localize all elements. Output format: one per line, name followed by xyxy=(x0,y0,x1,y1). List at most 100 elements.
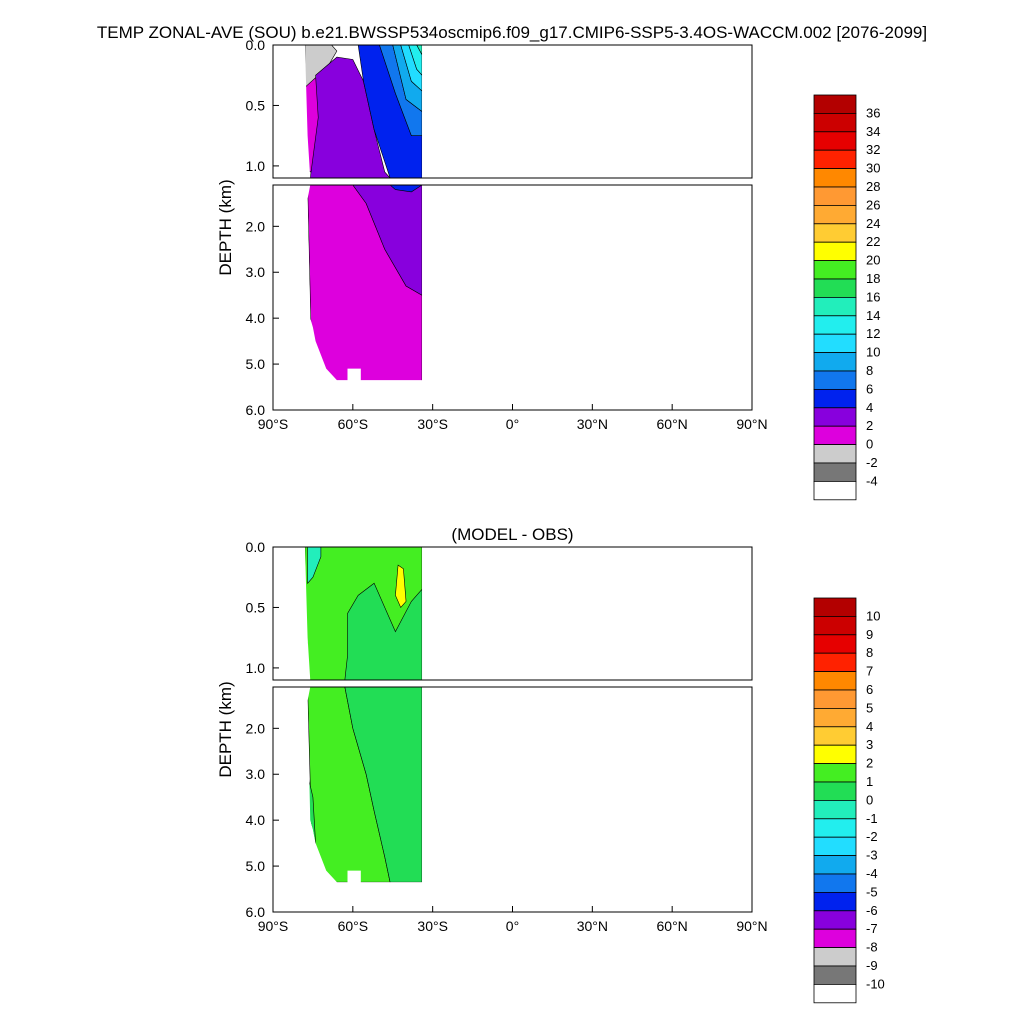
colorbar-swatch xyxy=(813,671,857,691)
colorbar-label: 14 xyxy=(866,308,880,323)
colorbar-label: 0 xyxy=(866,437,873,452)
contour-region-deep-purple xyxy=(307,185,423,296)
colorbar-label: 8 xyxy=(866,645,873,660)
colorbar-label: 26 xyxy=(866,197,880,212)
contour-region-cyan-top xyxy=(307,547,322,585)
colorbar-label: 32 xyxy=(866,142,880,157)
colorbar-label: -1 xyxy=(866,811,878,826)
colorbar-swatch xyxy=(813,984,857,1004)
colorbar-swatch xyxy=(813,113,857,133)
colorbar-label: 30 xyxy=(866,161,880,176)
colorbar-swatch xyxy=(813,928,857,949)
colorbar-swatch xyxy=(813,333,857,354)
colorbar-swatch xyxy=(813,407,857,427)
colorbar-swatch xyxy=(813,444,857,464)
y-tick-label: 5.0 xyxy=(246,858,266,874)
colorbar-swatch xyxy=(813,296,857,317)
colorbar-label: -10 xyxy=(866,976,885,991)
panel-model-minus-obs: 90°S 60°S 30°S 0° 30°N 60°N 90°N 0.0 0.5 1.0 2.0 3.… xyxy=(216,525,885,1004)
contour-region-deep-green xyxy=(344,687,423,883)
colorbar-label: 6 xyxy=(866,381,873,396)
colorbar-swatch xyxy=(813,204,857,225)
colorbar-label: 0 xyxy=(866,792,873,807)
colorbar-swatch xyxy=(813,947,857,967)
colorbar-label: 2 xyxy=(866,756,873,771)
y-axis-label: DEPTH (km) xyxy=(216,681,235,777)
colorbar-label: -6 xyxy=(866,903,878,918)
y-tick-label: 1.0 xyxy=(246,158,266,174)
colorbar-label: 7 xyxy=(866,664,873,679)
colorbar-swatch xyxy=(813,94,857,114)
contour-region-orange-edge xyxy=(304,631,308,662)
y-tick-label: 4.0 xyxy=(246,812,266,828)
colorbar-swatch xyxy=(813,910,857,930)
y-tick-label: 5.0 xyxy=(246,356,266,372)
colorbar-swatch xyxy=(813,892,857,912)
y-tick-label: 6.0 xyxy=(246,402,266,418)
colorbar-label: 36 xyxy=(866,105,880,120)
x-tick-label: 30°N xyxy=(577,416,608,432)
colorbar-swatch xyxy=(813,168,857,188)
colorbar-swatch xyxy=(813,315,857,335)
colorbar-label: -4 xyxy=(866,473,878,488)
colorbar-label: 1 xyxy=(866,774,873,789)
colorbar-swatch xyxy=(813,708,857,728)
panel-title: (MODEL - OBS) xyxy=(451,525,573,544)
x-tick-label: 60°N xyxy=(657,918,688,934)
colorbar-swatch xyxy=(813,241,857,261)
upper-frame xyxy=(272,546,753,681)
colorbar-label: 5 xyxy=(866,700,873,715)
colorbar-label: 24 xyxy=(866,216,880,231)
colorbar-swatch xyxy=(813,597,857,617)
x-tick-label: 30°N xyxy=(577,918,608,934)
x-tick-label: 90°S xyxy=(258,416,289,432)
contour-region-purple xyxy=(309,56,391,178)
colorbar-swatch xyxy=(813,836,857,857)
contour-region-sky xyxy=(400,45,423,92)
colorbar-label: -2 xyxy=(866,455,878,470)
colorbar-swatch xyxy=(813,726,857,746)
x-tick-label: 90°N xyxy=(736,416,767,432)
colorbar-swatch xyxy=(813,689,857,709)
colorbar-label: -9 xyxy=(866,958,878,973)
colorbar-swatch xyxy=(813,616,857,636)
colorbar-swatch xyxy=(813,652,857,673)
panel-temperature: 90°S 60°S 30°S 0° 30°N 60°N 90°N 0.0 0.5 1.0 2.0 3.… xyxy=(216,37,880,501)
x-tick-label: 60°S xyxy=(338,918,369,934)
page-title: TEMP ZONAL-AVE (SOU) b.e21.BWSSP534oscmi… xyxy=(97,23,927,42)
colorbar-swatch xyxy=(813,781,857,801)
colorbar-swatch xyxy=(813,744,857,765)
y-tick-label: 0.0 xyxy=(246,539,266,555)
colorbar-swatch xyxy=(813,634,857,654)
colorbar-label: 16 xyxy=(866,289,880,304)
colorbar-label: 4 xyxy=(866,400,873,415)
colorbar-swatch xyxy=(813,818,857,838)
colorbar-label: 18 xyxy=(866,271,880,286)
x-tick-label: 0° xyxy=(506,416,519,432)
y-tick-label: 2.0 xyxy=(246,218,266,234)
colorbar-label: -5 xyxy=(866,884,878,899)
colorbar-label: 20 xyxy=(866,253,880,268)
contour-region-deep-blue xyxy=(389,185,423,193)
colorbar-swatch xyxy=(813,260,857,280)
contour-region-green xyxy=(344,582,423,680)
colorbar-label: 22 xyxy=(866,234,880,249)
colorbar-swatch xyxy=(813,149,857,169)
colorbar-swatch xyxy=(813,223,857,243)
colorbar-label: 34 xyxy=(866,124,880,139)
contour-region-blue-light xyxy=(392,45,423,113)
colorbar-label: 2 xyxy=(866,418,873,433)
contour-region-teal xyxy=(416,45,423,55)
colorbar-label: 4 xyxy=(866,719,873,734)
colorbar-swatch xyxy=(813,388,857,409)
colorbar-label: -3 xyxy=(866,848,878,863)
x-tick-label: 30°S xyxy=(417,918,448,934)
colorbar-label: -4 xyxy=(866,866,878,881)
colorbar-swatch xyxy=(813,131,857,151)
y-tick-label: 2.0 xyxy=(246,720,266,736)
y-tick-label: 3.0 xyxy=(246,766,266,782)
colorbar-label: -8 xyxy=(866,940,878,955)
colorbar-swatch xyxy=(813,800,857,820)
colorbar-label: 3 xyxy=(866,737,873,752)
